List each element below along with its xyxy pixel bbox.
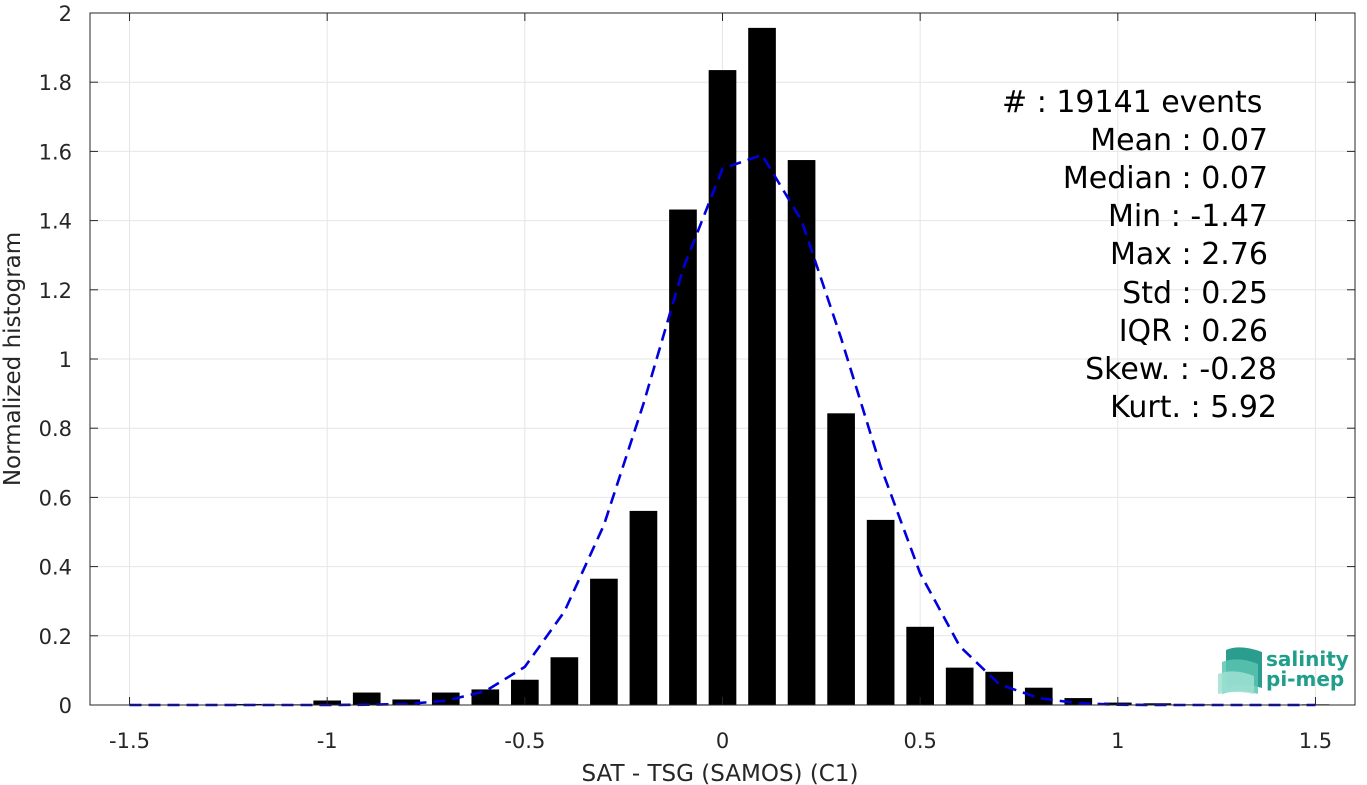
stat-skew: Skew. : -0.28 — [1085, 352, 1277, 387]
stat-median-label: Median — [1063, 161, 1182, 196]
histogram-bar — [787, 160, 816, 706]
stat-mean: Mean : 0.07 — [1090, 123, 1268, 158]
y-tick-label: 0.8 — [39, 417, 72, 441]
stat-max-label: Max — [1110, 237, 1182, 272]
histogram-bar — [748, 27, 776, 706]
y-tick-label: 1.6 — [39, 140, 72, 164]
stat-min-value: : -1.47 — [1171, 199, 1268, 234]
stat-kurt-label: Kurt. — [1110, 390, 1190, 425]
histogram-bar — [629, 510, 658, 705]
stat-kurt-value: : 5.92 — [1191, 390, 1277, 425]
salinity-pimep-logo: salinity pi-mep — [1218, 647, 1349, 694]
histogram-bar — [866, 519, 895, 705]
stat-iqr-value: : 0.26 — [1182, 314, 1268, 349]
stat-kurt: Kurt. : 5.92 — [1110, 390, 1277, 425]
wave-icon — [1218, 647, 1262, 694]
y-tick-label: 1.2 — [39, 279, 72, 303]
y-tick-label: 1.8 — [39, 71, 72, 95]
stat-skew-value: : -0.28 — [1180, 352, 1277, 387]
y-tick-label: 0.6 — [39, 486, 72, 510]
x-tick-label: 1 — [1111, 729, 1124, 753]
stat-median: Median : 0.07 — [1063, 161, 1268, 196]
x-axis-label: SAT - TSG (SAMOS) (C1) — [582, 761, 859, 785]
histogram-bar — [590, 578, 618, 705]
logo-text-pimep: pi-mep — [1266, 667, 1344, 691]
histogram-bar — [471, 689, 500, 705]
statistics-box: # : 19141 events Mean : 0.07 Median : 0.… — [1002, 85, 1277, 425]
y-tick-label: 2 — [59, 2, 72, 26]
x-tick-label: 0.5 — [903, 729, 936, 753]
stat-iqr-label: IQR — [1119, 314, 1182, 349]
histogram-bar — [1064, 698, 1093, 705]
stat-min: Min : -1.47 — [1108, 199, 1268, 234]
stat-median-value: : 0.07 — [1182, 161, 1268, 196]
stat-count-value: : 19141 events — [1037, 85, 1263, 120]
histogram-bar — [945, 667, 974, 705]
stat-std-label: Std — [1122, 276, 1181, 311]
y-tick-label: 0.2 — [39, 625, 72, 649]
histogram-bar — [392, 699, 421, 705]
y-tick-labels: 0 0.2 0.4 0.6 0.8 1 1.2 1.4 1.6 1.8 2 — [39, 2, 72, 718]
histogram-bar — [827, 413, 855, 705]
stat-count: # : 19141 events — [1002, 85, 1262, 120]
stat-mean-value: : 0.07 — [1182, 123, 1268, 158]
stat-skew-label: Skew. — [1085, 352, 1180, 387]
x-tick-label: -0.5 — [504, 729, 545, 753]
histogram-bar — [708, 70, 737, 706]
x-tick-label: -1.5 — [109, 729, 150, 753]
logo-text-salinity: salinity — [1266, 647, 1349, 671]
stat-iqr: IQR : 0.26 — [1119, 314, 1268, 349]
histogram-bar — [1024, 687, 1053, 705]
y-axis-label: Normalized histogram — [0, 232, 26, 486]
histogram-bar — [352, 692, 381, 705]
stat-max-value: : 2.76 — [1182, 237, 1268, 272]
x-tick-labels: -1.5 -1 -0.5 0 0.5 1 1.5 — [109, 729, 1332, 753]
stat-mean-label: Mean — [1090, 123, 1181, 158]
histogram-bar — [906, 626, 934, 705]
histogram-bars — [115, 27, 1330, 706]
x-tick-label: 0 — [716, 729, 729, 753]
stat-min-label: Min — [1108, 199, 1171, 234]
histogram-bar — [550, 657, 579, 705]
x-tick-label: -1 — [317, 729, 338, 753]
y-tick-label: 1 — [59, 348, 72, 372]
stat-std-value: : 0.25 — [1182, 276, 1268, 311]
stat-std: Std : 0.25 — [1122, 276, 1268, 311]
y-tick-label: 0 — [59, 694, 72, 718]
axis-ticks — [90, 12, 1355, 706]
stat-count-label: # — [1002, 85, 1037, 120]
y-tick-label: 1.4 — [39, 210, 72, 234]
x-tick-label: 1.5 — [1299, 729, 1332, 753]
stat-max: Max : 2.76 — [1110, 237, 1268, 272]
y-tick-label: 0.4 — [39, 556, 72, 580]
histogram-bar — [669, 209, 697, 705]
